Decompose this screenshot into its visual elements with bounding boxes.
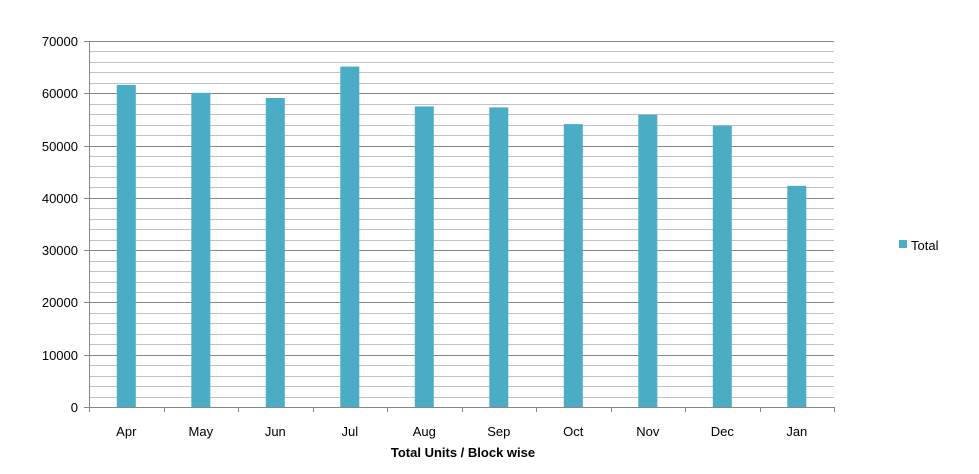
y-tick-label: 60000: [42, 86, 78, 101]
y-tick-label: 40000: [42, 191, 78, 206]
x-tick-label: Sep: [487, 424, 510, 439]
bar-jul: [340, 66, 360, 407]
y-tick-label: 20000: [42, 295, 78, 310]
y-tick-label: 50000: [42, 139, 78, 154]
bar-aug: [414, 106, 434, 408]
x-tick-label: Nov: [636, 424, 660, 439]
legend-label-total: Total: [911, 238, 939, 253]
bar-jun: [265, 98, 285, 407]
x-tick-label: Jun: [265, 424, 286, 439]
bar-nov: [638, 114, 658, 407]
bars: [116, 66, 807, 408]
x-tick-label: May: [189, 424, 214, 439]
y-tick-labels: 0 10000 20000 30000 40000 50000 60000 70000: [42, 34, 78, 415]
bar-sep: [489, 107, 509, 408]
gridlines: [89, 41, 834, 398]
x-tick-label: Aug: [413, 424, 436, 439]
y-tick-label: 70000: [42, 34, 78, 49]
bar-apr: [116, 84, 136, 408]
y-tick-label: 30000: [42, 243, 78, 258]
legend-swatch-total: [899, 240, 907, 248]
x-tick-label: Jul: [341, 424, 358, 439]
x-tick-label: Dec: [711, 424, 735, 439]
bar-oct: [563, 124, 583, 407]
bar-may: [191, 92, 211, 408]
legend: Total: [899, 238, 939, 253]
x-tick-label: Oct: [563, 424, 584, 439]
x-tick-label: Jan: [786, 424, 807, 439]
y-tick-label: 10000: [42, 348, 78, 363]
x-axis-title: Total Units / Block wise: [391, 445, 535, 460]
bar-jan: [787, 185, 807, 407]
x-tick-label: Apr: [116, 424, 137, 439]
x-tick-labels: Apr May Jun Jul Aug Sep Oct Nov Dec Jan: [116, 424, 807, 439]
y-tick-label: 0: [71, 400, 78, 415]
bar-dec: [712, 125, 732, 407]
axes: [84, 41, 835, 412]
